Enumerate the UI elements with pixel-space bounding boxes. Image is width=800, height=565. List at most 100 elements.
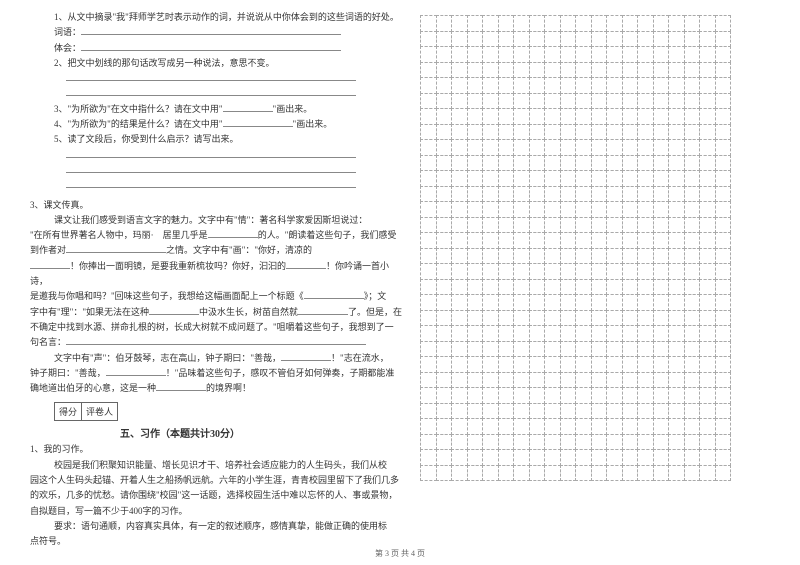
grid-cell <box>622 139 639 156</box>
grid-cell <box>606 232 623 249</box>
s3-p2-row3: 字中有"理"："如果无法在这种中汲水生长，树苗自然就了。但是，在 <box>30 305 405 320</box>
grid-cell <box>420 31 437 48</box>
grid-cell <box>606 356 623 373</box>
grid-cell <box>544 108 561 125</box>
writing-grid <box>420 15 740 480</box>
grid-cell <box>699 46 716 63</box>
grid-cell <box>498 77 515 94</box>
grid-cell <box>622 356 639 373</box>
grid-cell <box>591 31 608 48</box>
grid-cell <box>482 46 499 63</box>
grid-cell <box>591 124 608 141</box>
grid-cell <box>482 294 499 311</box>
grid-cell <box>637 93 654 110</box>
grid-cell <box>622 325 639 342</box>
grid-cell <box>513 62 530 79</box>
grid-cell <box>684 77 701 94</box>
q1-words-label: 词语： <box>54 27 81 37</box>
grid-cell <box>637 15 654 32</box>
grid-cell <box>684 217 701 234</box>
grid-cell <box>467 31 484 48</box>
grid-cell <box>513 465 530 482</box>
grid-cell <box>513 77 530 94</box>
grid-cell <box>591 201 608 218</box>
grid-cell <box>668 139 685 156</box>
s3-blank1 <box>208 228 258 238</box>
grid-cell <box>575 170 592 187</box>
grid-cell <box>591 15 608 32</box>
grid-cell <box>591 170 608 187</box>
grid-cell <box>513 263 530 280</box>
grid-cell <box>467 139 484 156</box>
grid-cell <box>482 325 499 342</box>
grid-cell <box>529 387 546 404</box>
grid-cell <box>544 279 561 296</box>
grid-cell <box>622 217 639 234</box>
grid-cell <box>699 449 716 466</box>
grid-cell <box>699 217 716 234</box>
grid-cell <box>529 434 546 451</box>
grid-cell <box>699 465 716 482</box>
q5-blank3 <box>66 178 356 188</box>
grid-cell <box>529 139 546 156</box>
grid-cell <box>436 263 453 280</box>
grid-cell <box>436 62 453 79</box>
grid-cell <box>544 232 561 249</box>
grid-cell <box>699 387 716 404</box>
grid-cell <box>715 201 732 218</box>
grid-cell <box>420 325 437 342</box>
grid-cell <box>637 232 654 249</box>
grid-cell <box>451 248 468 265</box>
grid-cell <box>513 279 530 296</box>
grid-cell <box>606 77 623 94</box>
grid-cell <box>699 31 716 48</box>
grid-cell <box>513 155 530 172</box>
grid-cell <box>513 356 530 373</box>
grid-cell <box>560 372 577 389</box>
grid-cell <box>436 46 453 63</box>
grid-cell <box>622 108 639 125</box>
grid-cell <box>529 77 546 94</box>
grid-cell <box>606 155 623 172</box>
grid-cell <box>451 201 468 218</box>
grid-cell <box>575 46 592 63</box>
grid-cell <box>622 186 639 203</box>
grid-cell <box>467 248 484 265</box>
grid-cell <box>575 139 592 156</box>
grid-cell <box>653 155 670 172</box>
grid-cell <box>513 248 530 265</box>
s3-p2-row2: 是邀我与你唱和吗？"回味这些句子，我想给这幅画面配上一个标题《》；文 <box>30 289 405 304</box>
grid-cell <box>498 310 515 327</box>
grid-cell <box>544 62 561 79</box>
q2-blank2 <box>66 86 356 96</box>
grid-cell <box>451 139 468 156</box>
grid-cell <box>436 170 453 187</box>
grid-cell <box>715 465 732 482</box>
grid-cell <box>575 263 592 280</box>
grid-cell <box>513 139 530 156</box>
grid-cell <box>606 15 623 32</box>
grid-cell <box>436 155 453 172</box>
grid-cell <box>699 232 716 249</box>
grid-cell <box>606 341 623 358</box>
grid-cell <box>420 232 437 249</box>
grid-cell <box>606 139 623 156</box>
grid-cell <box>482 77 499 94</box>
grid-cell <box>575 201 592 218</box>
grid-cell <box>529 155 546 172</box>
grid-cell <box>637 449 654 466</box>
grid-cell <box>575 93 592 110</box>
s5-item: 1、我的习作。 <box>30 442 405 457</box>
s5-p2: 园这个人生码头起锚、开着人生之船扬帆远航。六年的小学生涯，青青校园里留下了我们几… <box>30 473 405 488</box>
grid-cell <box>451 77 468 94</box>
grid-cell <box>653 434 670 451</box>
grid-cell <box>606 46 623 63</box>
grid-cell <box>606 465 623 482</box>
grid-cell <box>513 418 530 435</box>
grid-cell <box>420 201 437 218</box>
grid-cell <box>498 294 515 311</box>
grid-cell <box>482 403 499 420</box>
grid-cell <box>544 139 561 156</box>
grid-cell <box>467 325 484 342</box>
grid-cell <box>436 449 453 466</box>
